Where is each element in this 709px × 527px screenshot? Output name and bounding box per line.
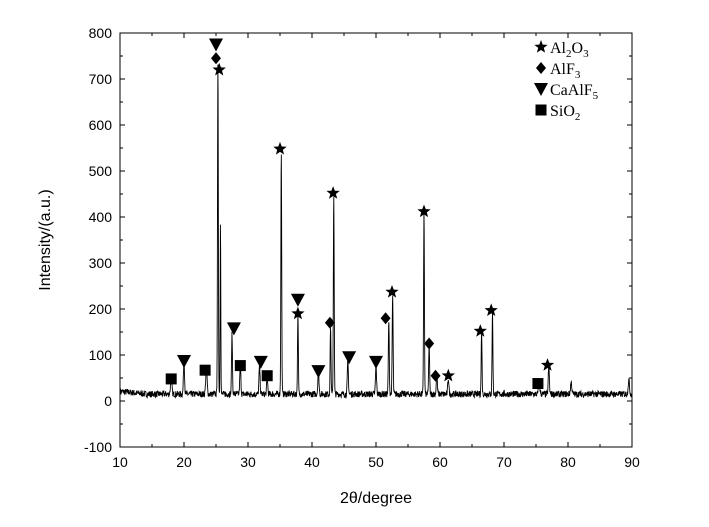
x-tick-label: 40 <box>304 454 320 470</box>
triangle-down-marker <box>311 365 326 379</box>
y-tick-label: -100 <box>84 439 112 455</box>
legend-star-icon <box>534 40 548 53</box>
diamond-marker <box>211 52 221 65</box>
x-axis-label: 2θ/degree <box>340 490 412 507</box>
y-tick-label: 400 <box>89 209 113 225</box>
diamond-marker <box>430 369 441 382</box>
y-tick-label: 0 <box>104 393 112 409</box>
triangle-down-marker <box>177 354 191 368</box>
y-tick-label: 700 <box>89 71 113 87</box>
star-marker <box>273 141 287 155</box>
y-tick-label: 800 <box>89 25 113 41</box>
x-tick-label: 90 <box>624 454 640 470</box>
diamond-marker <box>424 337 435 350</box>
diamond-marker <box>380 312 391 325</box>
legend-square-icon <box>535 104 547 116</box>
legend-label: Al2O3 <box>550 40 589 60</box>
star-marker <box>484 303 498 317</box>
triangle-down-marker <box>209 38 223 52</box>
x-tick-label: 70 <box>496 454 512 470</box>
diamond-marker <box>324 316 335 329</box>
x-tick-label: 10 <box>112 454 128 470</box>
peak-markers <box>165 38 555 390</box>
legend-diamond-icon <box>536 62 546 74</box>
star-marker <box>473 324 487 337</box>
axis-ticks: 10 20 30 40 50 60 70 80 90 -100 0 100 200 300 400 500 60… <box>84 25 640 470</box>
square-marker <box>165 373 177 385</box>
x-tick-label: 20 <box>176 454 192 470</box>
triangle-down-marker <box>253 355 268 369</box>
star-marker <box>441 368 455 382</box>
x-tick-label: 80 <box>560 454 576 470</box>
star-marker <box>417 204 431 218</box>
star-marker <box>385 284 399 298</box>
star-marker <box>540 358 555 371</box>
y-tick-label: 600 <box>89 117 113 133</box>
y-tick-label: 100 <box>89 347 113 363</box>
star-marker <box>212 62 226 76</box>
legend-label: SiO2 <box>550 103 580 123</box>
star-marker <box>291 306 305 320</box>
triangle-down-marker <box>290 293 305 307</box>
x-tick-label: 60 <box>432 454 448 470</box>
x-tick-label: 50 <box>368 454 384 470</box>
x-tick-label: 30 <box>240 454 256 470</box>
legend-label: CaAlF5 <box>550 82 599 102</box>
legend-label: AlF3 <box>550 61 581 81</box>
y-tick-label: 500 <box>89 163 113 179</box>
y-tick-label: 200 <box>89 301 113 317</box>
square-marker <box>234 360 246 372</box>
square-marker <box>199 364 211 376</box>
star-marker <box>326 186 340 199</box>
square-marker <box>261 370 273 382</box>
legend-triangle-down-icon <box>534 83 548 96</box>
y-tick-label: 300 <box>89 255 113 271</box>
y-axis-label: Intensity/(a.u.) <box>37 189 54 290</box>
square-marker <box>532 378 544 390</box>
triangle-down-marker <box>342 351 357 365</box>
triangle-down-marker <box>226 322 241 336</box>
triangle-down-marker <box>369 355 383 369</box>
